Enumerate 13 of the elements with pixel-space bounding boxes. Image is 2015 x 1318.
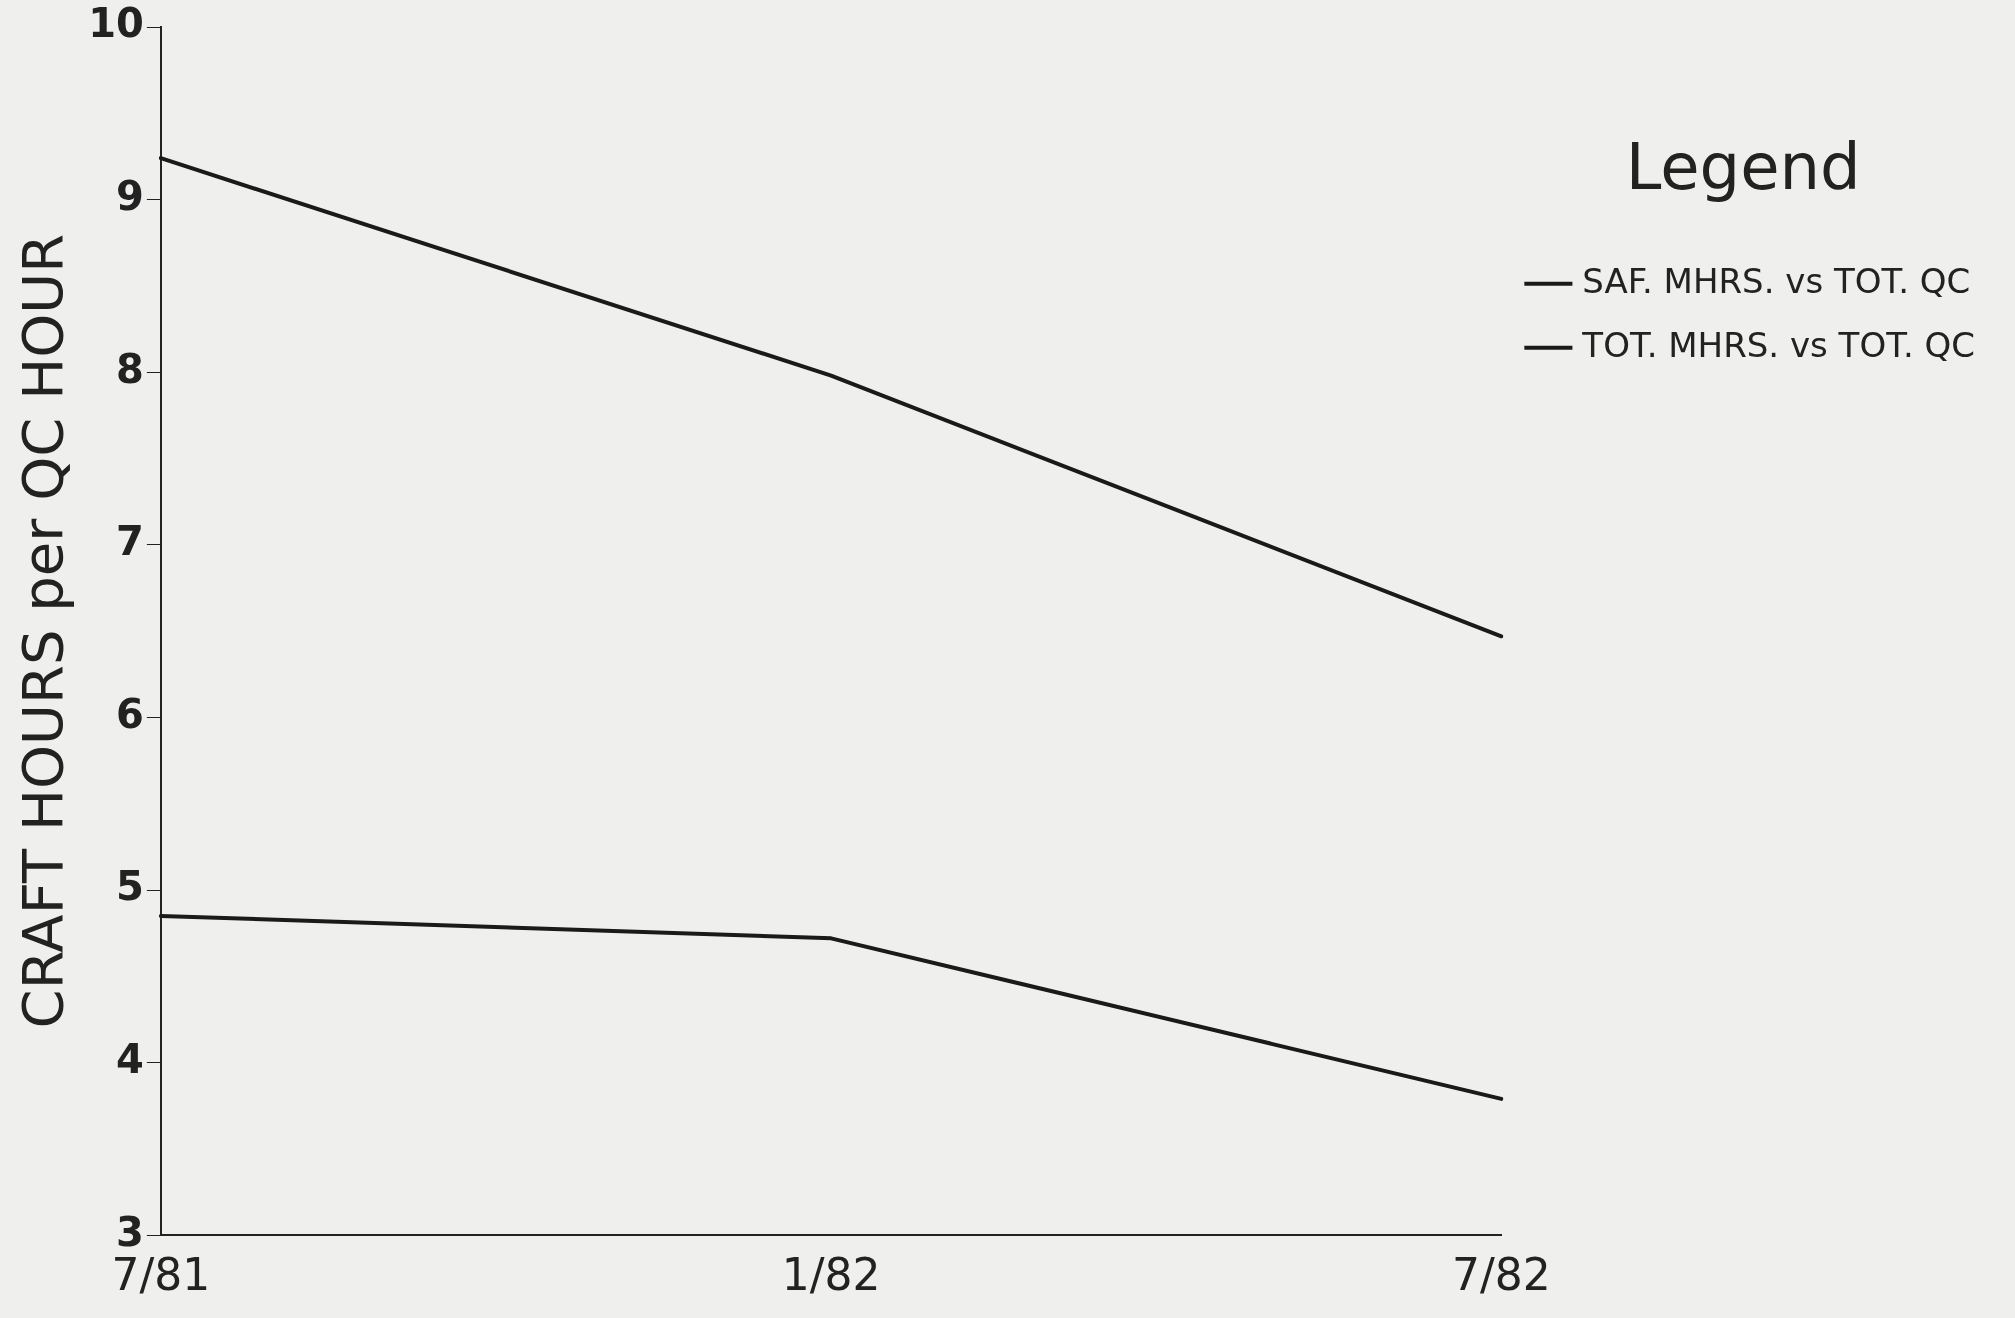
x-tick-label: 7/82 xyxy=(1451,1249,1551,1301)
x-tick-label: 1/82 xyxy=(781,1249,881,1301)
y-tick-label: 4 xyxy=(116,1035,144,1082)
y-tick-label: 9 xyxy=(116,172,144,219)
legend-label: SAF. MHRS. vs TOT. QC xyxy=(1582,260,1971,301)
y-tick-label: 5 xyxy=(116,863,144,910)
y-tick-label: 7 xyxy=(116,518,144,565)
y-tick-label: 10 xyxy=(88,0,144,47)
y-tick-label: 6 xyxy=(116,690,144,737)
y-tick-label: 8 xyxy=(116,345,144,392)
legend-title: Legend xyxy=(1625,129,1861,204)
legend-label: TOT. MHRS. vs TOT. QC xyxy=(1581,324,1976,365)
y-axis-title: CRAFT HOURS per QC HOUR xyxy=(10,233,76,1029)
